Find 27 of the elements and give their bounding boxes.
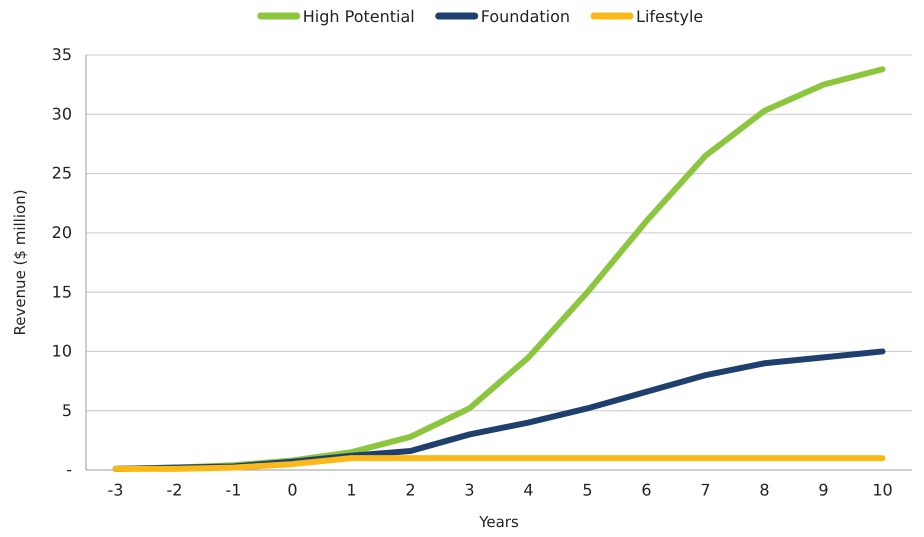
y-tick-label: 25 bbox=[52, 164, 72, 183]
x-axis-title: Years bbox=[478, 513, 519, 531]
x-tick-label: 6 bbox=[641, 480, 652, 500]
y-tick-label: 35 bbox=[52, 45, 72, 64]
x-tick-label: 9 bbox=[818, 480, 829, 500]
y-tick-label: 5 bbox=[62, 400, 72, 420]
x-tick-label: -2 bbox=[166, 480, 182, 500]
x-tick-label: -1 bbox=[226, 480, 242, 500]
x-tick-label: 5 bbox=[582, 480, 593, 500]
x-tick-label: 0 bbox=[287, 480, 298, 500]
legend-label: Foundation bbox=[480, 7, 570, 26]
x-tick-label: 3 bbox=[464, 480, 475, 500]
y-tick-label: 10 bbox=[52, 342, 72, 361]
y-tick-label: 20 bbox=[52, 222, 72, 242]
x-tick-label: 10 bbox=[872, 480, 893, 500]
legend-label: Lifestyle bbox=[636, 7, 704, 26]
y-tick-label: 30 bbox=[52, 104, 72, 124]
x-tick-label: -3 bbox=[108, 480, 124, 500]
y-axis-title: Revenue ($ million) bbox=[11, 189, 29, 336]
y-tick-label: 15 bbox=[52, 282, 72, 302]
x-tick-label: 8 bbox=[759, 480, 770, 500]
legend-label: High Potential bbox=[302, 7, 415, 26]
y-tick-label: - bbox=[66, 460, 72, 480]
x-tick-label: 2 bbox=[405, 480, 416, 500]
x-tick-label: 7 bbox=[700, 480, 711, 500]
x-tick-label: 1 bbox=[346, 480, 357, 500]
x-tick-label: 4 bbox=[523, 480, 534, 500]
